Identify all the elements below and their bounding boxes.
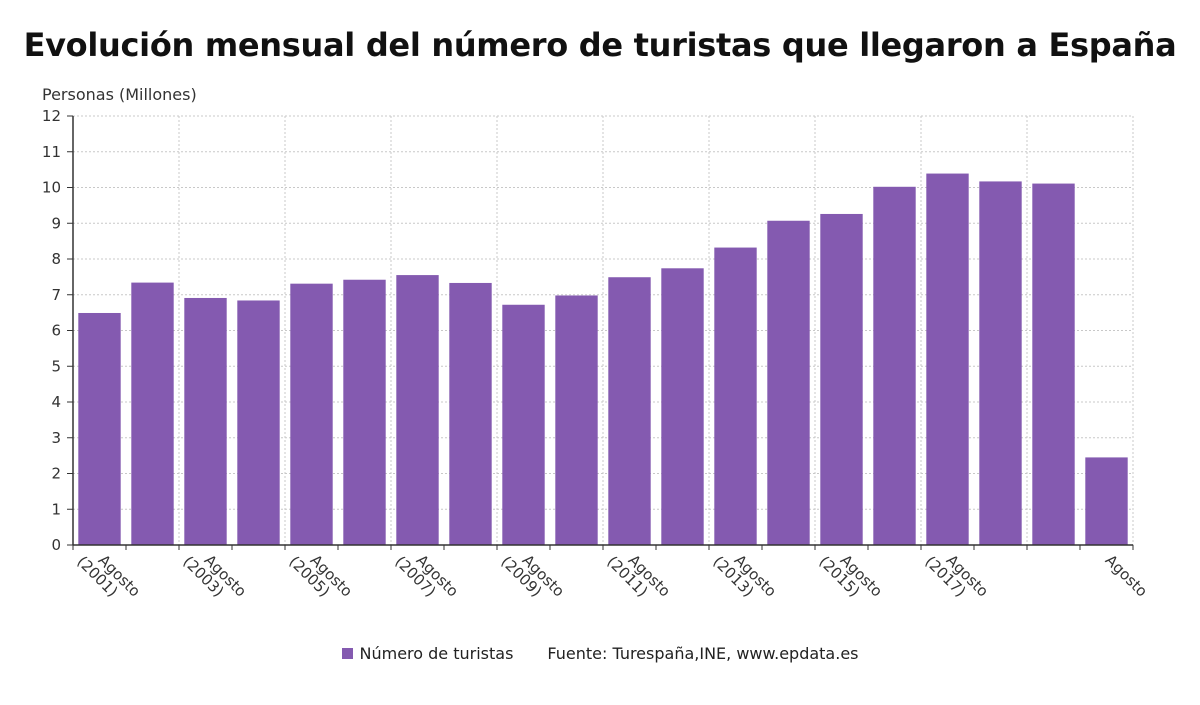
bar[interactable] — [714, 247, 757, 545]
y-tick-label: 8 — [51, 250, 61, 268]
x-tick-label: Agosto(2013) — [709, 541, 780, 612]
y-tick-label: 7 — [51, 286, 61, 304]
y-tick-label: 6 — [51, 322, 61, 340]
y-tick-label: 9 — [51, 214, 61, 232]
legend-swatch — [341, 648, 353, 659]
bar[interactable] — [1085, 457, 1128, 545]
y-tick-label: 12 — [42, 107, 61, 125]
bar[interactable] — [396, 275, 439, 545]
bar[interactable] — [820, 213, 863, 545]
bars-layer — [78, 173, 1128, 546]
y-tick-label: 11 — [42, 143, 61, 161]
bar[interactable] — [237, 300, 280, 545]
bar[interactable] — [78, 312, 121, 545]
bar[interactable] — [767, 220, 810, 545]
legend-item-turistas[interactable]: Número de turistas — [341, 644, 514, 663]
x-tick-label: Agosto(2011) — [603, 541, 674, 612]
x-tick-label: Agosto(2007) — [391, 541, 462, 612]
x-tick-label: Agosto(2009) — [497, 541, 568, 612]
y-tick-label: 5 — [51, 357, 61, 375]
bar[interactable] — [343, 279, 386, 545]
y-tick-label: 4 — [51, 393, 61, 411]
bar[interactable] — [502, 304, 545, 545]
x-tick-label: Agosto(2005) — [285, 541, 356, 612]
x-tick-label: Agosto(2003) — [179, 541, 250, 612]
bar[interactable] — [449, 282, 492, 545]
grid-layer — [73, 115, 1134, 545]
x-tick-label: Agosto(2017) — [921, 541, 992, 612]
bar[interactable] — [873, 186, 916, 545]
bar[interactable] — [661, 268, 704, 545]
bar[interactable] — [979, 181, 1022, 546]
y-tick-label: 2 — [51, 465, 61, 483]
bar[interactable] — [1032, 183, 1075, 545]
chart-title: Evolución mensual del número de turistas… — [23, 26, 1177, 64]
legend: Número de turistas Fuente: Turespaña,INE… — [0, 644, 1200, 663]
bar[interactable] — [926, 173, 969, 545]
y-tick-label: 0 — [51, 536, 61, 554]
y-tick-label: 10 — [42, 179, 61, 197]
bar[interactable] — [131, 282, 174, 545]
y-axis-label: Personas (Millones) — [42, 85, 197, 104]
bar[interactable] — [555, 295, 598, 545]
x-tick-label: Agosto(2015) — [815, 541, 886, 612]
source-note: Fuente: Turespaña,INE, www.epdata.es — [547, 644, 859, 663]
bar[interactable] — [608, 277, 651, 545]
x-tick-label: Agosto(2001) — [73, 541, 144, 612]
axes-layer — [67, 115, 1134, 550]
x-tick-label-line: Agosto — [1102, 551, 1151, 600]
bar[interactable] — [290, 283, 333, 545]
y-tick-label: 3 — [51, 429, 61, 447]
legend-label: Número de turistas — [359, 644, 514, 663]
x-tick-labels: Agosto(2001) Agosto(2003) Agosto(2005) Agos… — [73, 541, 1151, 612]
x-tick-label: Agosto — [1102, 551, 1151, 600]
y-tick-label: 1 — [51, 500, 61, 518]
bar[interactable] — [184, 297, 227, 545]
